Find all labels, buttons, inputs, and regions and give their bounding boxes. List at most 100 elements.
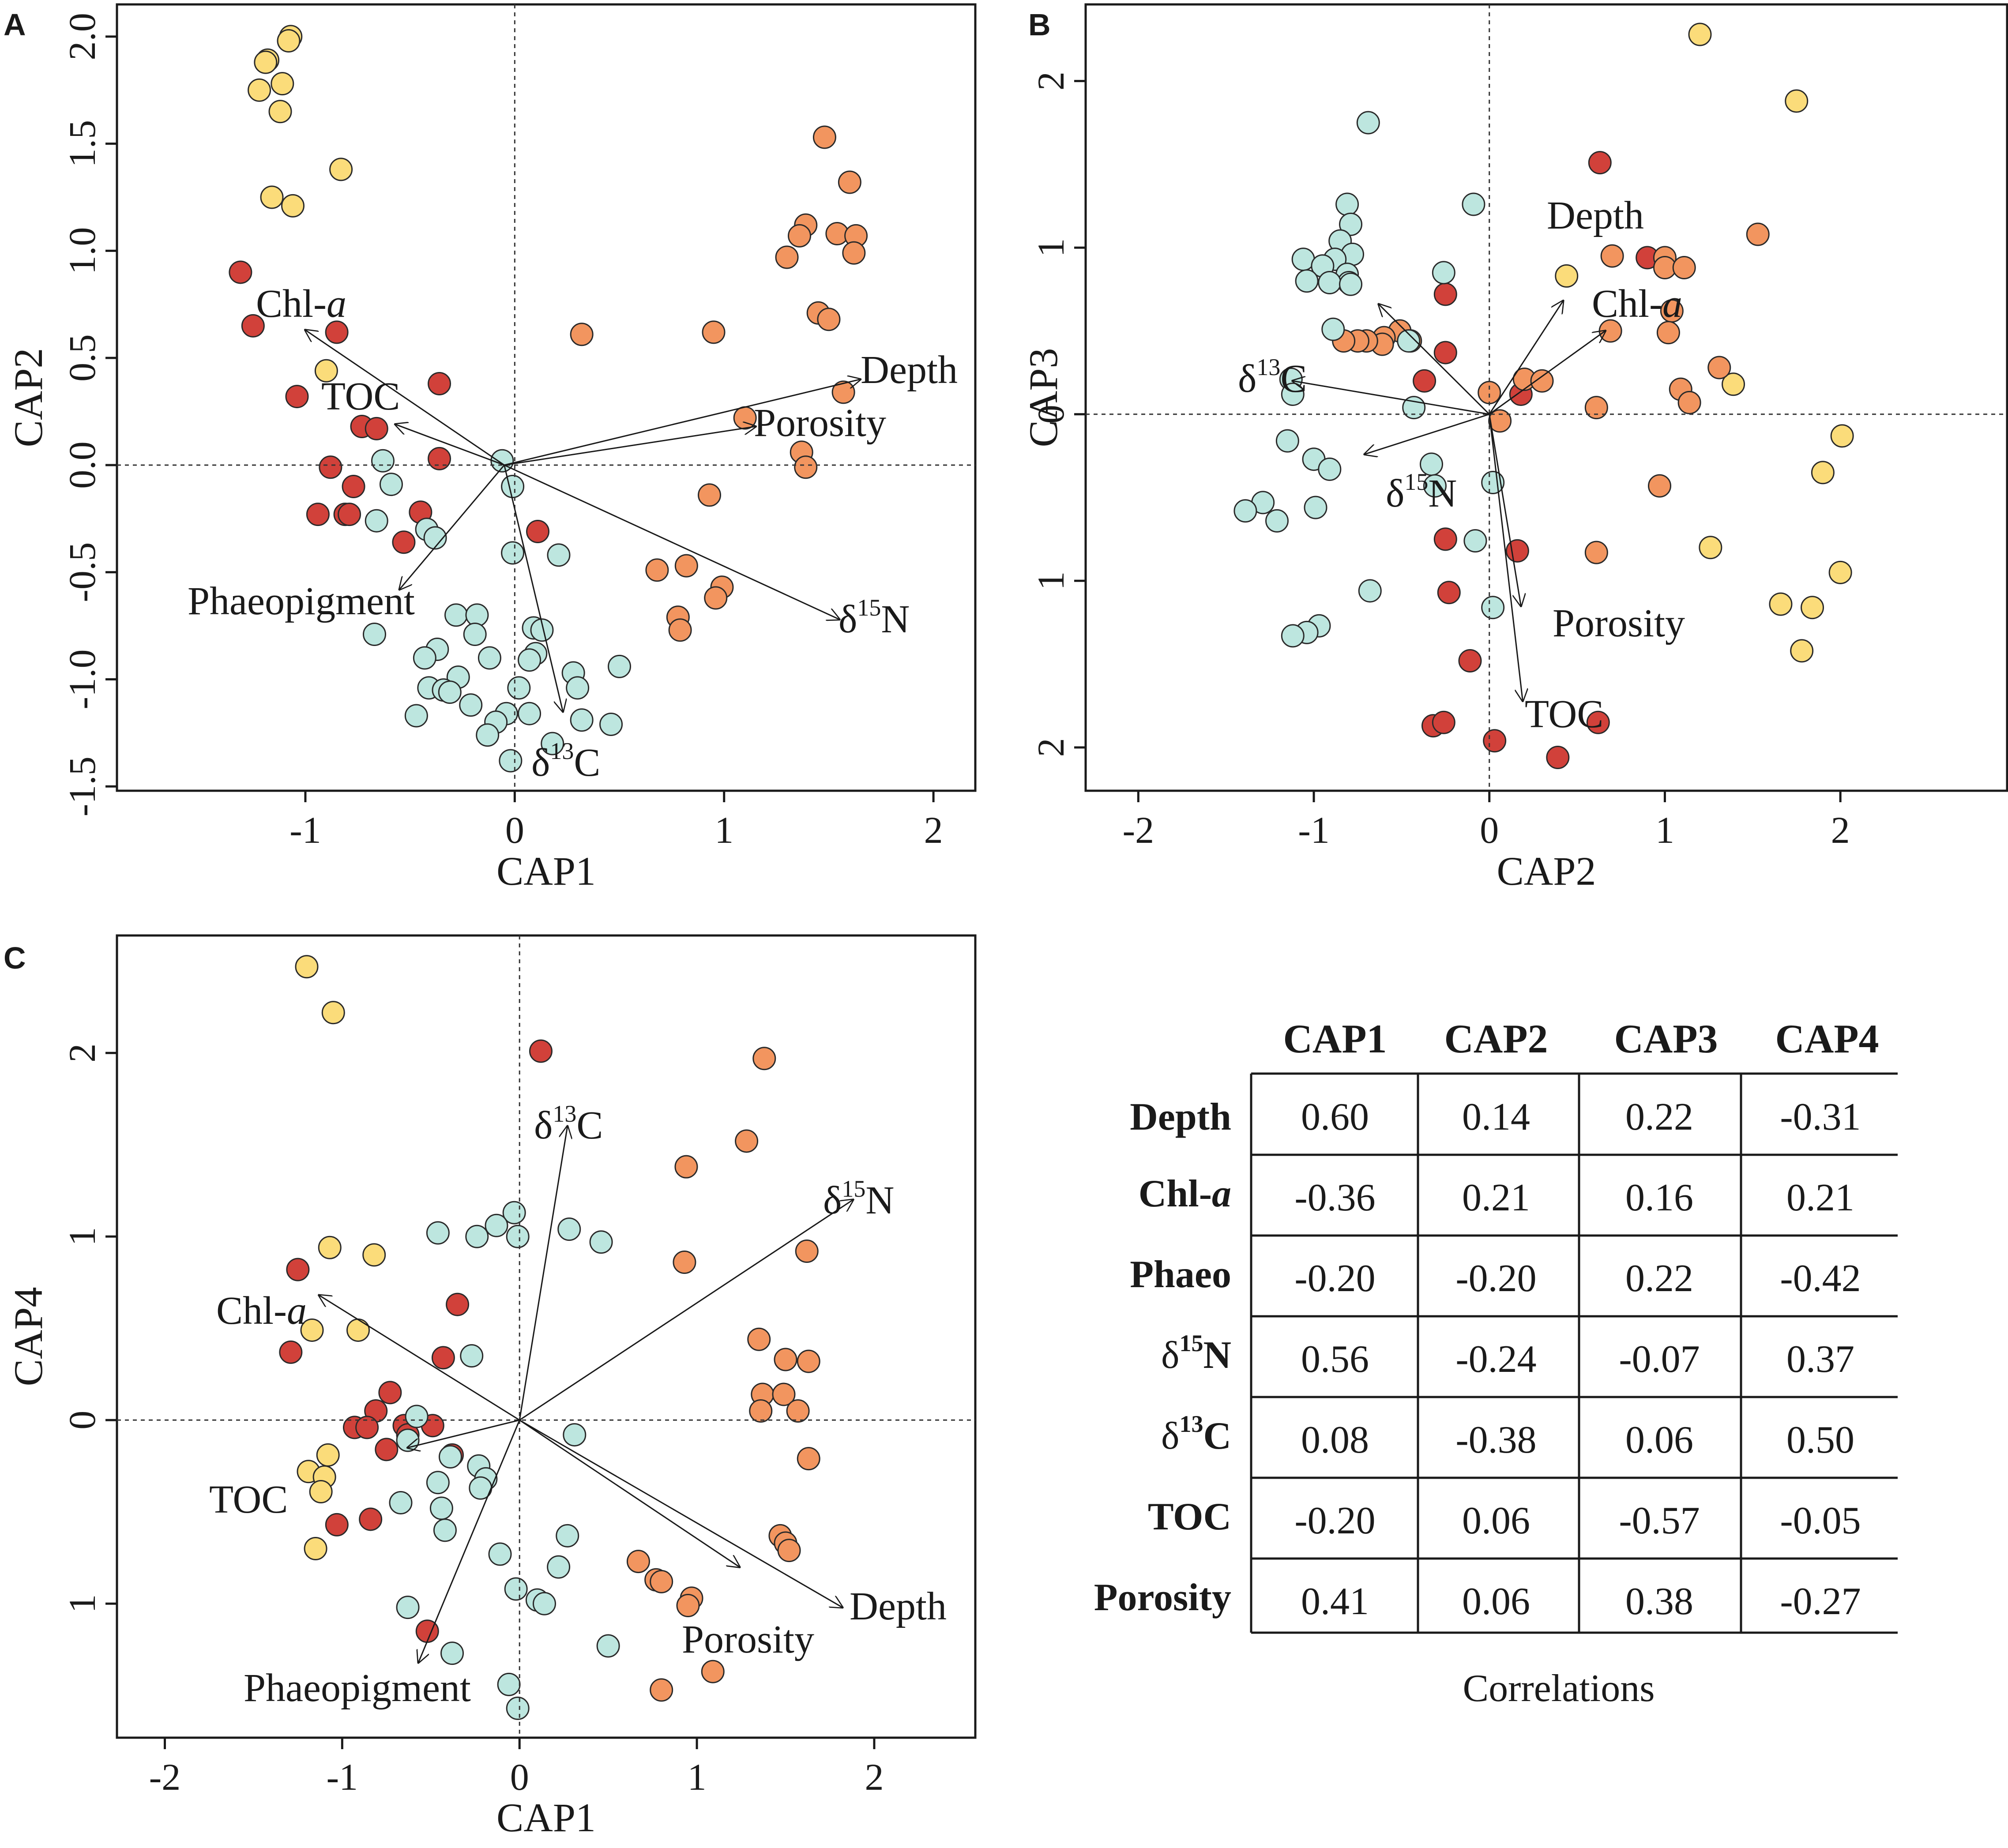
data-point <box>499 749 523 773</box>
data-point <box>1584 541 1608 564</box>
table-cell: 0.21 <box>1462 1176 1530 1219</box>
panel-c-label-d15n: δ15N <box>823 1176 894 1222</box>
table-cell: -0.07 <box>1619 1338 1700 1381</box>
data-point <box>1584 396 1608 420</box>
table-row-labels: Depth Chl-a Phaeo δ15N δ13C TOC Porosity <box>1094 1096 1231 1619</box>
x-tick-label: -2 <box>1122 809 1154 851</box>
vector-arrow <box>1489 301 1563 415</box>
vector-arrow <box>504 427 756 466</box>
data-point <box>306 503 330 526</box>
data-point <box>673 1251 696 1274</box>
y-tick-label: 1.0 <box>61 227 103 275</box>
x-axis-label: CAP1 <box>496 1795 596 1840</box>
data-point <box>1281 624 1305 648</box>
data-point <box>747 1327 771 1351</box>
data-point <box>319 455 342 479</box>
data-point <box>1423 474 1447 498</box>
data-point <box>433 1518 457 1542</box>
data-point <box>777 1539 801 1563</box>
data-point <box>786 1399 810 1423</box>
panel-c-vector-labels: δ13C δ15N Chl-a TOC Phaeopigment Porosit… <box>209 1101 947 1710</box>
y-tick-label: 1.5 <box>61 120 103 168</box>
panel-c-label-chl-a: Chl-a <box>216 1289 307 1333</box>
panel-b-axes: -2 -1 0 1 2 2 1 0 1 2 CAP2 CAP3 <box>1021 3 2008 894</box>
data-point <box>570 323 594 346</box>
data-point <box>375 1438 399 1461</box>
table-cell: 0.22 <box>1625 1257 1693 1300</box>
table-col-header: CAP4 <box>1775 1016 1879 1061</box>
table-cell: 0.41 <box>1301 1580 1369 1623</box>
y-tick-label: 1 <box>1030 571 1072 590</box>
data-point <box>281 194 305 218</box>
data-point <box>704 586 728 610</box>
data-point <box>626 1550 650 1574</box>
data-point <box>570 708 594 732</box>
data-point <box>1458 649 1482 673</box>
data-point <box>1335 192 1359 216</box>
panel-a-label-depth: Depth <box>861 348 958 392</box>
panel-c: C -2 -1 0 1 2 1 0 1 2 CAP1 CAP4 δ13C δ15N Chl-a TO… <box>4 934 977 1840</box>
data-point <box>1586 710 1610 734</box>
panel-b-label-d15n: δ15N <box>1386 469 1457 515</box>
data-point <box>229 260 252 284</box>
data-point <box>557 1217 581 1241</box>
panel-letter-c: C <box>4 941 26 975</box>
data-point <box>476 723 500 747</box>
data-point <box>446 1292 470 1316</box>
data-point <box>1356 111 1380 135</box>
x-tick-label: 2 <box>924 809 943 851</box>
data-point <box>529 1039 553 1063</box>
data-point <box>1413 369 1436 393</box>
data-point <box>1769 592 1793 616</box>
table-cell: 0.06 <box>1625 1419 1693 1461</box>
table-cell: 0.56 <box>1301 1338 1369 1381</box>
x-tick-label: 2 <box>1831 809 1850 851</box>
x-tick-label: -2 <box>149 1756 181 1798</box>
panel-c-label-phaeopigment: Phaeopigment <box>244 1666 471 1710</box>
x-axis-label: CAP2 <box>1497 849 1596 894</box>
x-tick-label: 1 <box>1655 809 1674 851</box>
series-yellow <box>1555 23 1854 663</box>
data-point <box>1828 560 1852 584</box>
table-cell: 0.06 <box>1462 1499 1530 1542</box>
panel-c-label-toc: TOC <box>209 1478 288 1521</box>
y-tick-label: 0.5 <box>61 334 103 382</box>
data-point <box>701 1660 725 1683</box>
table-cell: -0.57 <box>1619 1499 1700 1542</box>
table-cell: 0.38 <box>1625 1580 1693 1623</box>
panel-a-label-chl-a: Chl-a <box>256 282 346 326</box>
data-point <box>428 447 451 470</box>
vector-arrow <box>408 1419 520 1447</box>
panel-c-label-depth: Depth <box>850 1585 947 1628</box>
data-point <box>396 1596 420 1619</box>
y-tick-label: 1 <box>61 1227 103 1246</box>
vector-arrow <box>1293 381 1489 415</box>
data-point <box>316 1443 340 1467</box>
panel-a-vectors <box>305 330 860 711</box>
data-point <box>676 1593 700 1617</box>
data-point <box>1672 256 1696 280</box>
data-point <box>314 359 338 383</box>
data-point <box>378 1381 402 1405</box>
data-point <box>359 1507 383 1531</box>
data-point <box>541 732 564 755</box>
data-point <box>478 646 501 670</box>
data-point <box>271 72 294 96</box>
panel-a-label-porosity: Porosity <box>754 401 886 445</box>
data-point <box>428 372 451 395</box>
panel-a-plot-area <box>229 25 868 773</box>
data-point <box>506 1224 530 1248</box>
data-point <box>459 693 483 717</box>
plot-frame <box>116 3 977 792</box>
y-tick-label: 2 <box>61 1044 103 1063</box>
data-point <box>775 245 799 269</box>
data-point <box>674 1155 698 1179</box>
data-point <box>1699 536 1722 560</box>
data-point <box>260 185 284 209</box>
data-point <box>749 1399 773 1423</box>
data-point <box>526 519 550 543</box>
series-red <box>229 260 550 554</box>
data-point <box>438 680 462 704</box>
data-point <box>404 704 428 728</box>
data-point <box>1811 461 1835 485</box>
